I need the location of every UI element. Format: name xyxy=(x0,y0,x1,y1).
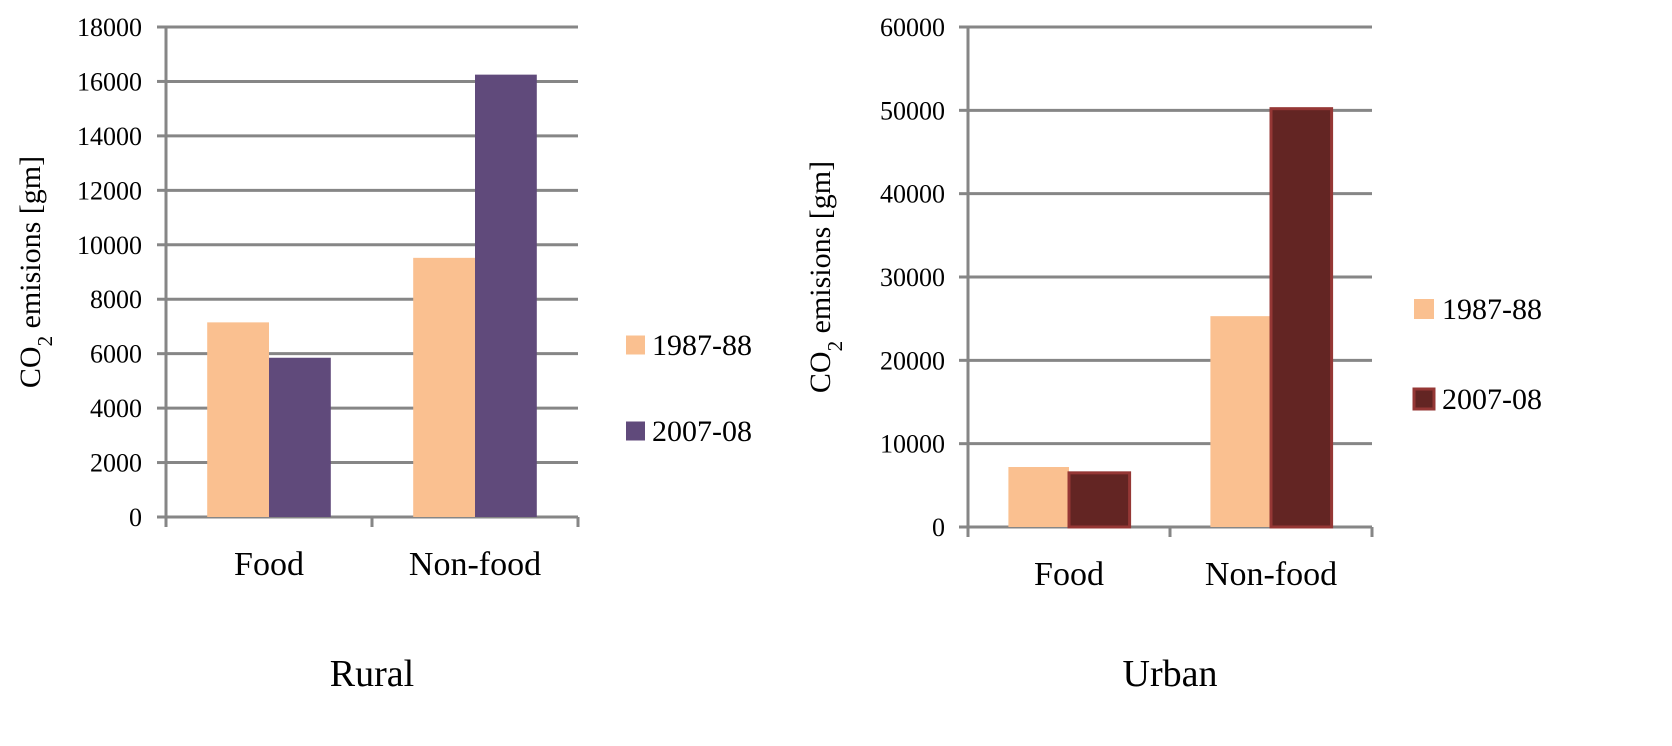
y-axis-title-main: CO xyxy=(804,351,837,393)
chart-title: Urban xyxy=(1123,653,1218,695)
y-axis-title: CO2 emisions [gm] xyxy=(14,156,57,388)
y-tick-label: 30000 xyxy=(880,263,945,292)
y-tick-label: 4000 xyxy=(90,394,142,423)
bar-2007-08-Food xyxy=(1067,471,1132,529)
urban-chart: 0 10000 20000 30000 40000 50000 60000 Food Non-f… xyxy=(804,13,1542,695)
legend-swatch xyxy=(626,335,645,355)
bar-1987-88-Non-food xyxy=(413,257,475,517)
y-tick-label: 14000 xyxy=(77,122,142,151)
bar-2007-08-Food xyxy=(269,357,331,517)
y-tick-label: 50000 xyxy=(880,96,945,125)
y-tick-label: 10000 xyxy=(77,231,142,260)
x-category-label: Non-food xyxy=(1205,556,1337,593)
bar-1987-88-Food xyxy=(1008,467,1069,527)
y-tick-label: 6000 xyxy=(90,340,142,369)
y-tick-label: 60000 xyxy=(880,13,945,42)
y-tick-label: 2000 xyxy=(90,449,142,478)
legend-swatch xyxy=(1414,299,1434,319)
y-tick-label: 20000 xyxy=(880,346,945,375)
y-tick-label: 0 xyxy=(129,503,142,532)
legend-label: 2007-08 xyxy=(652,415,752,448)
chart-title: Rural xyxy=(330,653,414,695)
bar-1987-88-Non-food xyxy=(1210,316,1271,527)
y-tick-label: 8000 xyxy=(90,285,142,314)
y-tick-label: 0 xyxy=(932,513,945,542)
y-tick-label: 10000 xyxy=(880,430,945,459)
y-axis-title-subscript: 2 xyxy=(823,341,847,352)
legend-label: 1987-88 xyxy=(652,329,752,362)
y-tick-label: 40000 xyxy=(880,180,945,209)
rural-chart: 0 2000 4000 6000 8000 10000 12000 14000 16000 180… xyxy=(14,13,752,695)
x-category-label: Food xyxy=(234,546,304,583)
y-tick-label: 18000 xyxy=(77,13,142,42)
y-tick-label: 12000 xyxy=(77,176,142,205)
x-category-label: Food xyxy=(1034,556,1104,593)
legend-swatch xyxy=(1412,387,1436,411)
bar-2007-08-Non-food xyxy=(1269,107,1334,529)
y-axis-title: CO2 emisions [gm] xyxy=(804,161,847,393)
y-tick-label: 16000 xyxy=(77,67,142,96)
y-axis-title-rest: emisions [gm] xyxy=(14,156,47,336)
bar-1987-88-Food xyxy=(207,322,269,517)
legend-swatch xyxy=(626,421,645,441)
y-axis-title-subscript: 2 xyxy=(33,336,57,347)
x-category-label: Non-food xyxy=(409,546,541,583)
y-axis-title-rest: emisions [gm] xyxy=(804,161,837,341)
bar-2007-08-Non-food xyxy=(475,74,537,517)
legend-label: 2007-08 xyxy=(1442,383,1542,416)
y-axis-title-main: CO xyxy=(14,346,47,388)
legend-label: 1987-88 xyxy=(1442,293,1542,326)
